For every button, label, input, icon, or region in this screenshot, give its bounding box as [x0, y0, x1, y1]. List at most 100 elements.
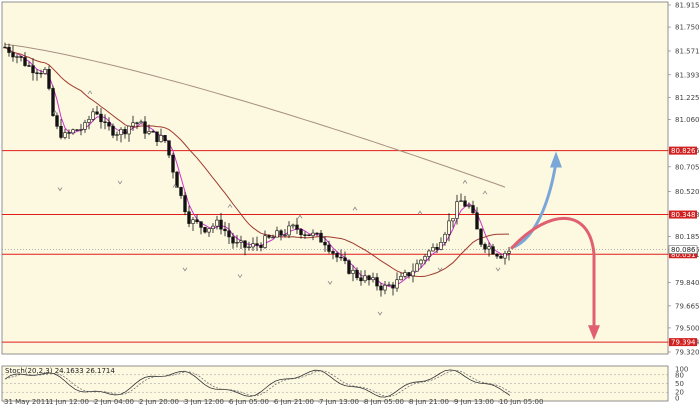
candle-body	[307, 234, 311, 236]
candle-body	[67, 132, 71, 134]
candle-body	[15, 56, 19, 58]
candle-body	[303, 234, 307, 236]
candle-body	[463, 200, 467, 207]
candle-body	[187, 211, 191, 224]
fractal-up-marker	[87, 90, 93, 95]
candle-body	[163, 135, 167, 142]
candle-body	[455, 201, 459, 219]
candle-body	[227, 230, 231, 238]
candle-body	[215, 219, 219, 227]
candle-body	[483, 244, 487, 250]
candle-body	[243, 240, 247, 248]
price-tag-label: 79.394	[671, 339, 696, 347]
candle-body	[323, 241, 327, 246]
candle-body	[443, 233, 447, 243]
candle-body	[283, 234, 287, 237]
candle-body	[487, 246, 491, 250]
candle-body	[35, 72, 39, 74]
candle-body	[435, 247, 439, 250]
candle-body	[135, 122, 139, 124]
price-tag-label: 80.826	[671, 147, 696, 155]
fractal-up-marker	[297, 214, 303, 219]
current-price-label: 80.086	[671, 246, 696, 254]
candle-body	[387, 284, 391, 286]
candle-body	[263, 235, 267, 248]
candle-body	[43, 69, 47, 74]
stochastic-main-line	[4, 369, 511, 398]
fractal-down-marker	[377, 311, 383, 316]
time-axis-label: 2 Jun 04:00	[94, 398, 134, 405]
fractal-up-marker	[172, 183, 178, 188]
fractal-markers	[52, 90, 501, 316]
fractal-up-marker	[52, 110, 58, 115]
price-axis-label: 81.915	[675, 2, 700, 10]
candle-body	[179, 187, 183, 196]
candle-body	[199, 221, 203, 228]
candle-body	[271, 236, 275, 239]
candle-body	[383, 284, 387, 291]
candle-body	[19, 56, 23, 58]
blue-up-arrowhead-icon	[550, 151, 562, 168]
current-price-tag	[668, 245, 698, 254]
time-axis-label: 1 Jun 12:00	[49, 398, 89, 405]
candle-body	[235, 242, 239, 244]
time-axis-label: 9 Jun 13:00	[454, 398, 494, 405]
candle-body	[211, 225, 215, 229]
candle-body	[7, 46, 11, 53]
price-tag	[669, 146, 697, 155]
candle-body	[71, 129, 75, 134]
candle-body	[275, 230, 279, 238]
price-axis-label: 79.320	[675, 349, 700, 357]
candle-body	[415, 263, 419, 272]
price-axis-label: 80.705	[675, 163, 700, 171]
fractal-up-marker	[352, 206, 358, 211]
candle-body	[127, 125, 131, 135]
candle-body	[503, 253, 507, 259]
candle-body	[167, 140, 171, 156]
time-axis-label: 8 Jun 21:00	[409, 398, 449, 405]
candle-body	[51, 88, 55, 116]
stochastic-axis-label: 0	[675, 395, 679, 403]
price-axis-label: 80.520	[675, 188, 700, 196]
candle-body	[407, 272, 411, 277]
main-chart-area[interactable]	[1, 1, 669, 355]
candle-body	[411, 270, 415, 277]
candle-body	[279, 230, 283, 236]
candle-body	[475, 212, 479, 230]
candle-body	[395, 279, 399, 289]
candle-body	[295, 224, 299, 230]
candle-body	[287, 225, 291, 236]
time-axis-label: 6 Jun 21:00	[274, 398, 314, 405]
fractal-up-marker	[462, 179, 468, 184]
candle-body	[131, 122, 135, 127]
mid-moving-average-line	[4, 46, 509, 278]
candle-body	[123, 129, 127, 135]
candle-body	[439, 242, 443, 250]
candle-body	[479, 228, 483, 245]
time-axis-label: 2 Jun 20:00	[139, 398, 179, 405]
candle-body	[351, 269, 355, 274]
fractal-up-marker	[137, 120, 143, 125]
time-axis-label: 3 Jun 12:00	[184, 398, 224, 405]
stochastic-axis-label: 80	[675, 371, 684, 379]
candle-body	[251, 243, 255, 248]
candle-body	[115, 134, 119, 136]
candle-body	[11, 52, 15, 58]
blue-up-arrow-icon	[510, 160, 558, 250]
candle-body	[339, 256, 343, 259]
candle-body	[79, 129, 83, 131]
candle-body	[191, 219, 195, 224]
candle-body	[103, 121, 107, 123]
candle-body	[419, 259, 423, 265]
candle-body	[459, 200, 463, 202]
candle-body	[207, 228, 211, 233]
candle-body	[27, 65, 31, 67]
candle-body	[315, 232, 319, 235]
candle-body	[75, 129, 79, 131]
stochastic-axis-label: 50	[675, 380, 684, 388]
candle-body	[467, 205, 471, 207]
candle-body	[375, 277, 379, 287]
time-axis-label: 10 Jun 05:00	[499, 398, 543, 405]
candle-body	[367, 275, 371, 281]
